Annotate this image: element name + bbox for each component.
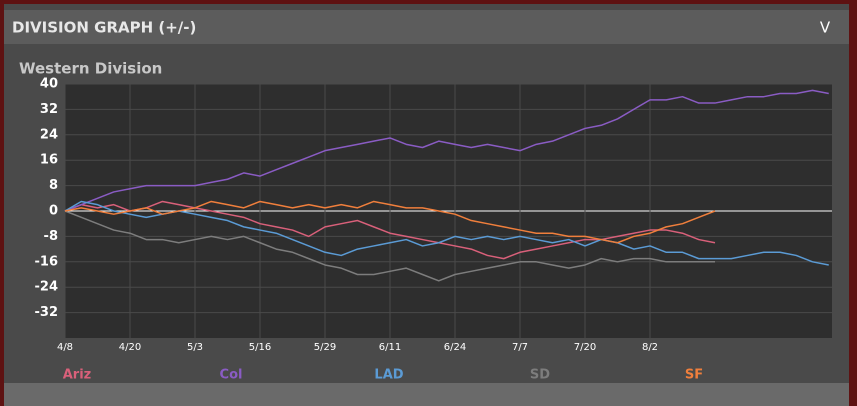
legend-entry: Ariz	[63, 368, 92, 383]
x-tick-label: 8/2	[642, 342, 658, 353]
y-tick-label: -8	[44, 229, 58, 244]
y-tick-label: 8	[49, 178, 58, 193]
series-line	[64, 200, 829, 266]
x-tick-label: 4/8	[57, 342, 73, 353]
legend-entry: SF	[685, 368, 703, 383]
series-line	[64, 89, 829, 212]
legend-entry: LAD	[374, 368, 403, 383]
x-tick-label: 4/20	[119, 342, 141, 353]
y-tick-label: 0	[49, 204, 58, 219]
chart-title: Western Division	[19, 60, 162, 78]
legend-entry: SD	[530, 368, 550, 383]
y-tick-label: 16	[40, 153, 58, 168]
header-title: DIVISION GRAPH (+/-)	[12, 19, 196, 37]
x-tick-label: 7/20	[574, 342, 596, 353]
series-line	[64, 210, 715, 282]
y-tick-label: 40	[40, 77, 58, 92]
x-tick-label: 6/11	[379, 342, 401, 353]
collapse-toggle[interactable]: V	[820, 19, 831, 37]
y-tick-label: -32	[35, 305, 59, 320]
legend-entry: Col	[220, 368, 243, 383]
x-tick-label: 6/24	[444, 342, 466, 353]
chart-layer: 40 32 24 16 8 0 -8 -16 -24 -32 4/8 4/20 5/3 5/16 5/29 6…	[35, 77, 832, 383]
x-tick-label: 5/16	[249, 342, 271, 353]
y-tick-label: 32	[40, 102, 58, 117]
x-tick-label: 5/3	[187, 342, 203, 353]
x-tick-label: 7/7	[512, 342, 528, 353]
y-tick-label: -16	[35, 254, 59, 269]
x-tick-label: 5/29	[314, 342, 336, 353]
y-tick-label: 24	[40, 127, 58, 142]
series-line	[64, 200, 716, 260]
y-tick-label: -24	[35, 280, 59, 295]
series-line	[64, 200, 716, 244]
header-bar	[4, 10, 849, 44]
footer-bar	[4, 383, 849, 406]
